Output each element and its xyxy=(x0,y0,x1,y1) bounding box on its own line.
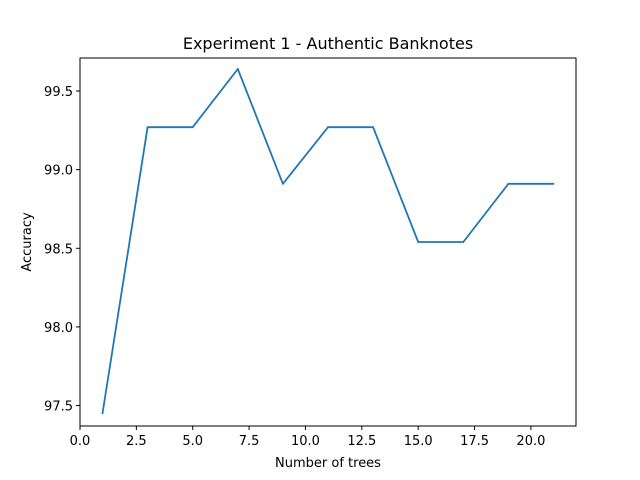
y-tick-label: 97.5 xyxy=(44,400,73,415)
chart-title: Experiment 1 - Authentic Banknotes xyxy=(183,34,473,53)
x-tick-label: 7.5 xyxy=(239,434,260,449)
y-axis-label: Accuracy xyxy=(20,212,35,272)
axes-frame xyxy=(79,57,577,427)
x-axis-label: Number of trees xyxy=(275,456,381,471)
x-tick-label: 17.5 xyxy=(460,434,489,449)
data-point xyxy=(191,126,194,129)
x-tick-label: 2.5 xyxy=(126,434,147,449)
y-tick-label: 98.0 xyxy=(44,321,73,336)
x-tick-label: 12.5 xyxy=(347,434,376,449)
data-point xyxy=(507,182,510,185)
data-point xyxy=(236,68,239,70)
y-tick-label: 99.5 xyxy=(44,85,73,100)
x-tick-label: 15.0 xyxy=(404,434,433,449)
data-point xyxy=(146,126,149,129)
x-tick-label: 0.0 xyxy=(70,434,91,449)
y-tick-label: 98.5 xyxy=(44,242,73,257)
x-axis-ticks: 0.0 2.5 5.0 7.5 10.0 12.5 15.0 17.5 20.0 xyxy=(70,426,545,449)
x-tick-label: 10.0 xyxy=(291,434,320,449)
plot-area xyxy=(101,68,555,415)
x-tick-label: 20.0 xyxy=(516,434,545,449)
data-point xyxy=(552,182,555,185)
data-point xyxy=(101,412,104,415)
y-tick-label: 99.0 xyxy=(44,164,73,179)
data-point xyxy=(372,126,374,129)
data-point xyxy=(327,126,329,129)
data-point xyxy=(282,182,284,185)
data-point xyxy=(462,241,465,243)
data-point xyxy=(417,241,420,243)
y-axis-ticks: 97.5 98.0 98.5 99.0 99.5 xyxy=(44,85,80,415)
x-tick-label: 5.0 xyxy=(182,434,203,449)
